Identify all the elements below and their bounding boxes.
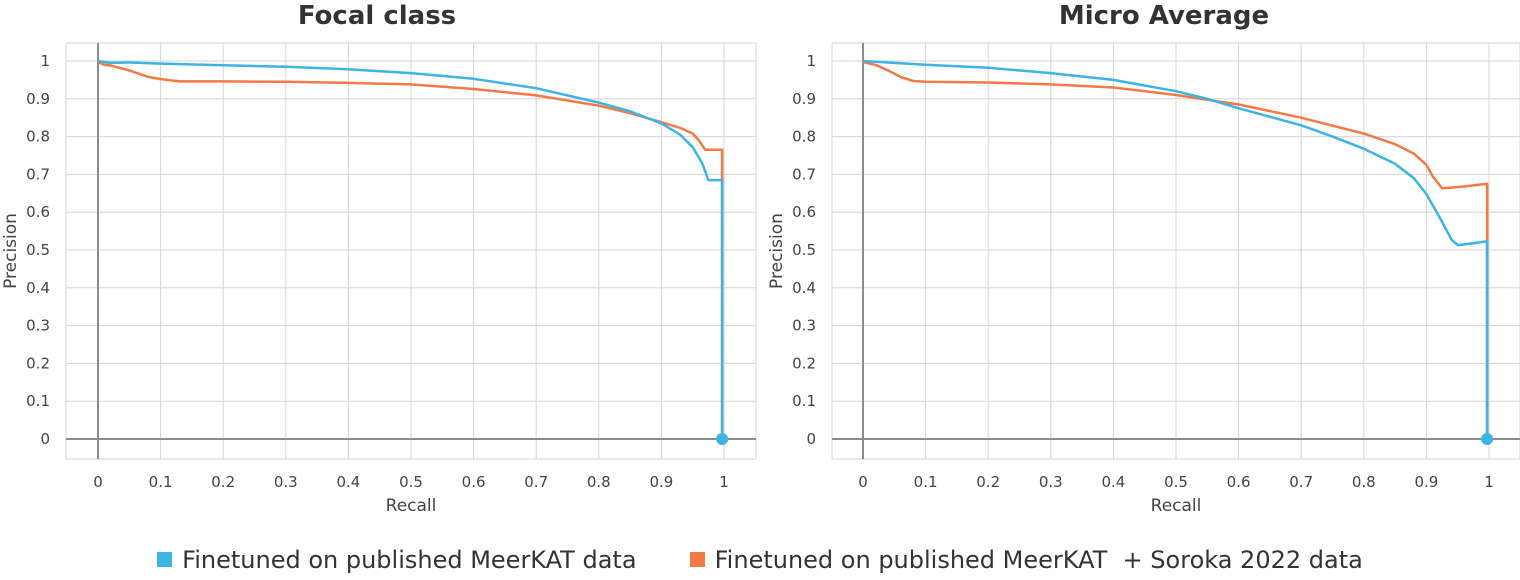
grid [65, 42, 757, 460]
x-axis-label: Recall [386, 496, 437, 516]
x-tick-label: 0.5 [399, 473, 423, 491]
x-tick-label: 0.8 [587, 473, 611, 491]
x-tick-label: 0.7 [1289, 473, 1313, 491]
x-tick-label: 0.6 [462, 473, 486, 491]
x-axis-label: Recall [1151, 496, 1202, 516]
x-tick-label: 0.9 [649, 473, 673, 491]
y-tick-label: 0.1 [792, 392, 816, 410]
x-tick-label: 1 [1484, 473, 1494, 491]
x-tick-label: 0.2 [976, 473, 1000, 491]
legend-item-meerkat-soroka[interactable]: Finetuned on published MeerKAT + Soroka … [689, 546, 1363, 574]
chart-title: Focal class [298, 1, 456, 31]
y-tick-label: 0.5 [792, 241, 816, 259]
series-end-marker[interactable] [716, 433, 729, 445]
x-tick-label: 0.2 [211, 473, 235, 491]
chart-micro-average: 0 0.1 0.2 0.3 0.4 0.5 0.6 0.7 0.8 0.9 1 0 0.1 0.2 0.3 0… [767, 1, 1520, 516]
x-tick-label: 0 [93, 473, 103, 491]
y-tick-label: 0.7 [792, 165, 816, 183]
y-tick-label: 0.4 [26, 279, 50, 297]
chart-title: Micro Average [1059, 1, 1269, 31]
legend-label-meerkat: Finetuned on published MeerKAT data [182, 546, 637, 574]
x-tick-label: 0.4 [336, 473, 360, 491]
y-tick-label: 1 [40, 52, 50, 70]
x-tick-label: 0.4 [1101, 473, 1125, 491]
x-tick-label: 0.3 [1039, 473, 1063, 491]
legend-item-meerkat[interactable]: Finetuned on published MeerKAT data [157, 546, 637, 574]
legend-label-meerkat-soroka: Finetuned on published MeerKAT + Soroka … [714, 546, 1363, 574]
x-tick-label: 0.8 [1352, 473, 1376, 491]
y-tick-label: 0.1 [26, 392, 50, 410]
series-line-meerkat[interactable] [862, 59, 1489, 439]
legend: Finetuned on published MeerKAT data Fine… [0, 546, 1520, 580]
x-tick-label: 0.9 [1414, 473, 1438, 491]
x-tick-label: 0.1 [149, 473, 173, 491]
legend-swatch-meerkat-soroka [689, 552, 705, 567]
x-tick-label: 0.1 [914, 473, 938, 491]
series-line-meerkat-soroka[interactable] [97, 60, 724, 439]
y-tick-label: 0.8 [26, 128, 50, 146]
chart-focal-class: 0 0.1 0.2 0.3 0.4 0.5 0.6 0.7 0.8 0.9 1 0 0.1 0.2 0.3 0… [1, 1, 757, 516]
x-tick-label: 1 [719, 473, 729, 491]
y-tick-label: 0.3 [26, 317, 50, 335]
y-tick-label: 0 [806, 430, 816, 448]
y-tick-label: 0.6 [26, 203, 50, 221]
x-tick-label: 0 [858, 473, 868, 491]
series-line-meerkat-soroka[interactable] [862, 60, 1489, 439]
y-tick-label: 0.5 [26, 241, 50, 259]
series-line-meerkat[interactable] [97, 59, 724, 439]
y-tick-label: 0.2 [792, 354, 816, 372]
y-tick-label: 0.7 [26, 165, 50, 183]
y-tick-label: 0.3 [792, 317, 816, 335]
y-tick-label: 0 [40, 430, 50, 448]
y-tick-label: 0.2 [26, 354, 50, 372]
grid [831, 42, 1520, 460]
y-tick-label: 0.8 [792, 128, 816, 146]
y-tick-label: 1 [806, 52, 816, 70]
y-tick-label: 0.9 [792, 90, 816, 108]
y-tick-label: 0.4 [792, 279, 816, 297]
y-axis-label: Precision [767, 213, 787, 289]
y-axis-label: Precision [1, 213, 21, 289]
series-end-marker[interactable] [1481, 433, 1494, 445]
x-tick-label: 0.3 [274, 473, 298, 491]
y-tick-label: 0.6 [792, 203, 816, 221]
x-tick-label: 0.7 [524, 473, 548, 491]
charts-canvas: 0 0.1 0.2 0.3 0.4 0.5 0.6 0.7 0.8 0.9 1 0 0.1 0.2 0.3 0… [1, 1, 1520, 516]
y-tick-label: 0.9 [26, 90, 50, 108]
legend-swatch-meerkat [157, 552, 173, 567]
x-tick-label: 0.5 [1164, 473, 1188, 491]
x-tick-label: 0.6 [1227, 473, 1251, 491]
